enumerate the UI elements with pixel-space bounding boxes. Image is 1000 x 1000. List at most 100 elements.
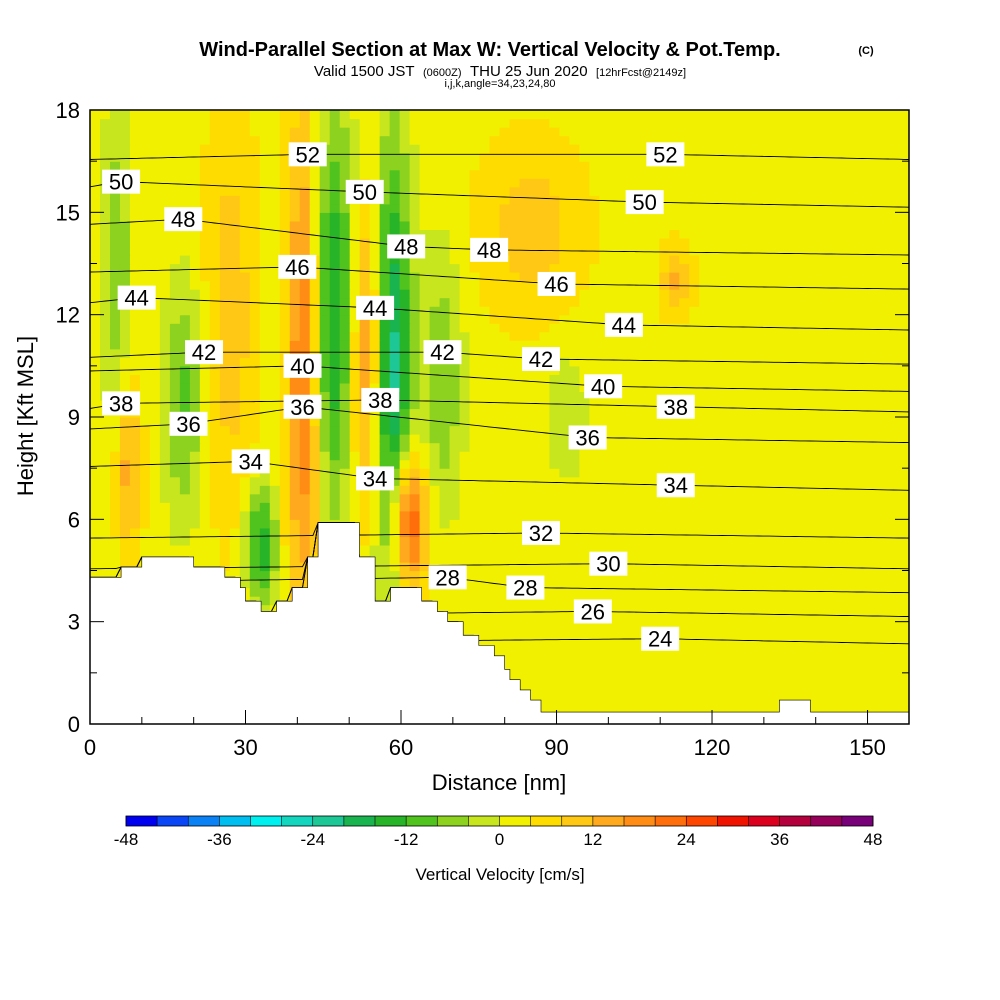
velocity-cell xyxy=(269,323,281,333)
velocity-cell xyxy=(899,263,909,273)
velocity-cell xyxy=(559,212,571,222)
velocity-cell xyxy=(689,553,700,563)
velocity-cell xyxy=(879,237,890,248)
velocity-cell xyxy=(379,374,391,384)
velocity-cell xyxy=(90,229,101,239)
velocity-cell xyxy=(359,331,371,341)
velocity-cell xyxy=(359,451,371,461)
velocity-cell xyxy=(609,587,620,597)
velocity-cell xyxy=(849,510,860,520)
velocity-cell xyxy=(689,613,700,623)
velocity-cell xyxy=(419,229,431,239)
velocity-cell xyxy=(139,365,151,375)
velocity-cell xyxy=(99,536,111,546)
velocity-cell xyxy=(869,357,880,367)
velocity-cell xyxy=(739,399,750,410)
velocity-cell xyxy=(609,306,620,316)
velocity-cell xyxy=(529,434,541,444)
velocity-cell xyxy=(689,229,700,239)
velocity-cell xyxy=(539,451,551,461)
velocity-cell xyxy=(609,502,620,512)
velocity-cell xyxy=(809,254,820,265)
velocity-cell xyxy=(429,272,441,282)
velocity-cell xyxy=(209,229,221,239)
velocity-cell xyxy=(609,220,620,230)
velocity-cell xyxy=(609,237,620,248)
velocity-cell xyxy=(469,544,481,555)
velocity-cell xyxy=(499,340,511,350)
velocity-cell xyxy=(489,459,501,469)
velocity-cell xyxy=(549,570,561,580)
velocity-cell xyxy=(489,570,501,580)
velocity-cell xyxy=(369,357,381,367)
velocity-cell xyxy=(259,519,271,529)
velocity-cell xyxy=(589,237,600,248)
velocity-cell xyxy=(649,698,660,708)
velocity-cell xyxy=(879,417,890,427)
velocity-cell xyxy=(339,485,351,495)
velocity-cell xyxy=(609,340,620,350)
velocity-cell xyxy=(259,272,271,282)
velocity-cell xyxy=(819,596,830,606)
velocity-cell xyxy=(129,493,141,503)
velocity-cell xyxy=(729,536,740,546)
velocity-cell xyxy=(229,570,241,580)
velocity-cell xyxy=(879,476,890,486)
velocity-cell xyxy=(279,340,291,350)
velocity-cell xyxy=(569,212,581,222)
velocity-cell xyxy=(289,237,301,248)
velocity-cell xyxy=(779,357,790,367)
velocity-cell xyxy=(459,468,471,478)
velocity-cell xyxy=(679,664,690,674)
velocity-cell xyxy=(219,289,231,299)
velocity-cell xyxy=(469,365,481,375)
velocity-cell xyxy=(229,434,241,444)
velocity-cell xyxy=(289,203,301,213)
velocity-cell xyxy=(539,382,551,393)
velocity-cell xyxy=(389,357,401,367)
velocity-cell xyxy=(549,237,561,248)
velocity-cell xyxy=(799,229,810,239)
velocity-cell xyxy=(809,587,820,597)
velocity-cell xyxy=(459,246,471,256)
velocity-cell xyxy=(509,289,521,299)
velocity-cell xyxy=(709,297,720,307)
velocity-cell xyxy=(739,306,750,316)
velocity-cell xyxy=(479,630,491,640)
velocity-cell xyxy=(169,519,181,529)
velocity-cell xyxy=(819,220,830,230)
velocity-cell xyxy=(759,621,770,631)
velocity-cell xyxy=(90,357,101,367)
velocity-cell xyxy=(599,399,610,410)
velocity-cell xyxy=(90,399,101,410)
velocity-cell xyxy=(639,655,650,665)
velocity-cell xyxy=(689,621,700,631)
velocity-cell xyxy=(899,655,909,665)
velocity-cell xyxy=(719,510,730,520)
velocity-cell xyxy=(599,638,610,648)
velocity-cell xyxy=(90,340,101,350)
velocity-cell xyxy=(559,476,571,486)
velocity-cell xyxy=(579,220,590,230)
velocity-cell xyxy=(899,672,909,682)
velocity-cell xyxy=(279,536,291,546)
velocity-cell xyxy=(429,297,441,307)
velocity-cell xyxy=(709,306,720,316)
velocity-cell xyxy=(509,664,521,674)
velocity-cell xyxy=(739,297,750,307)
velocity-cell xyxy=(499,638,511,648)
velocity-cell xyxy=(559,655,571,665)
velocity-cell xyxy=(879,579,890,589)
velocity-cell xyxy=(579,587,590,597)
velocity-cell xyxy=(519,476,531,486)
velocity-cell xyxy=(199,485,211,495)
velocity-cell xyxy=(99,442,111,452)
valid-time-line: Valid 1500 JST (0600Z) THU 25 Jun 2020 [… xyxy=(314,63,686,80)
velocity-cell xyxy=(519,417,531,427)
velocity-cell xyxy=(219,306,231,316)
velocity-cell xyxy=(309,374,321,384)
velocity-cell xyxy=(799,297,810,307)
velocity-cell xyxy=(559,672,571,682)
velocity-cell xyxy=(279,229,291,239)
velocity-cell xyxy=(839,655,850,665)
